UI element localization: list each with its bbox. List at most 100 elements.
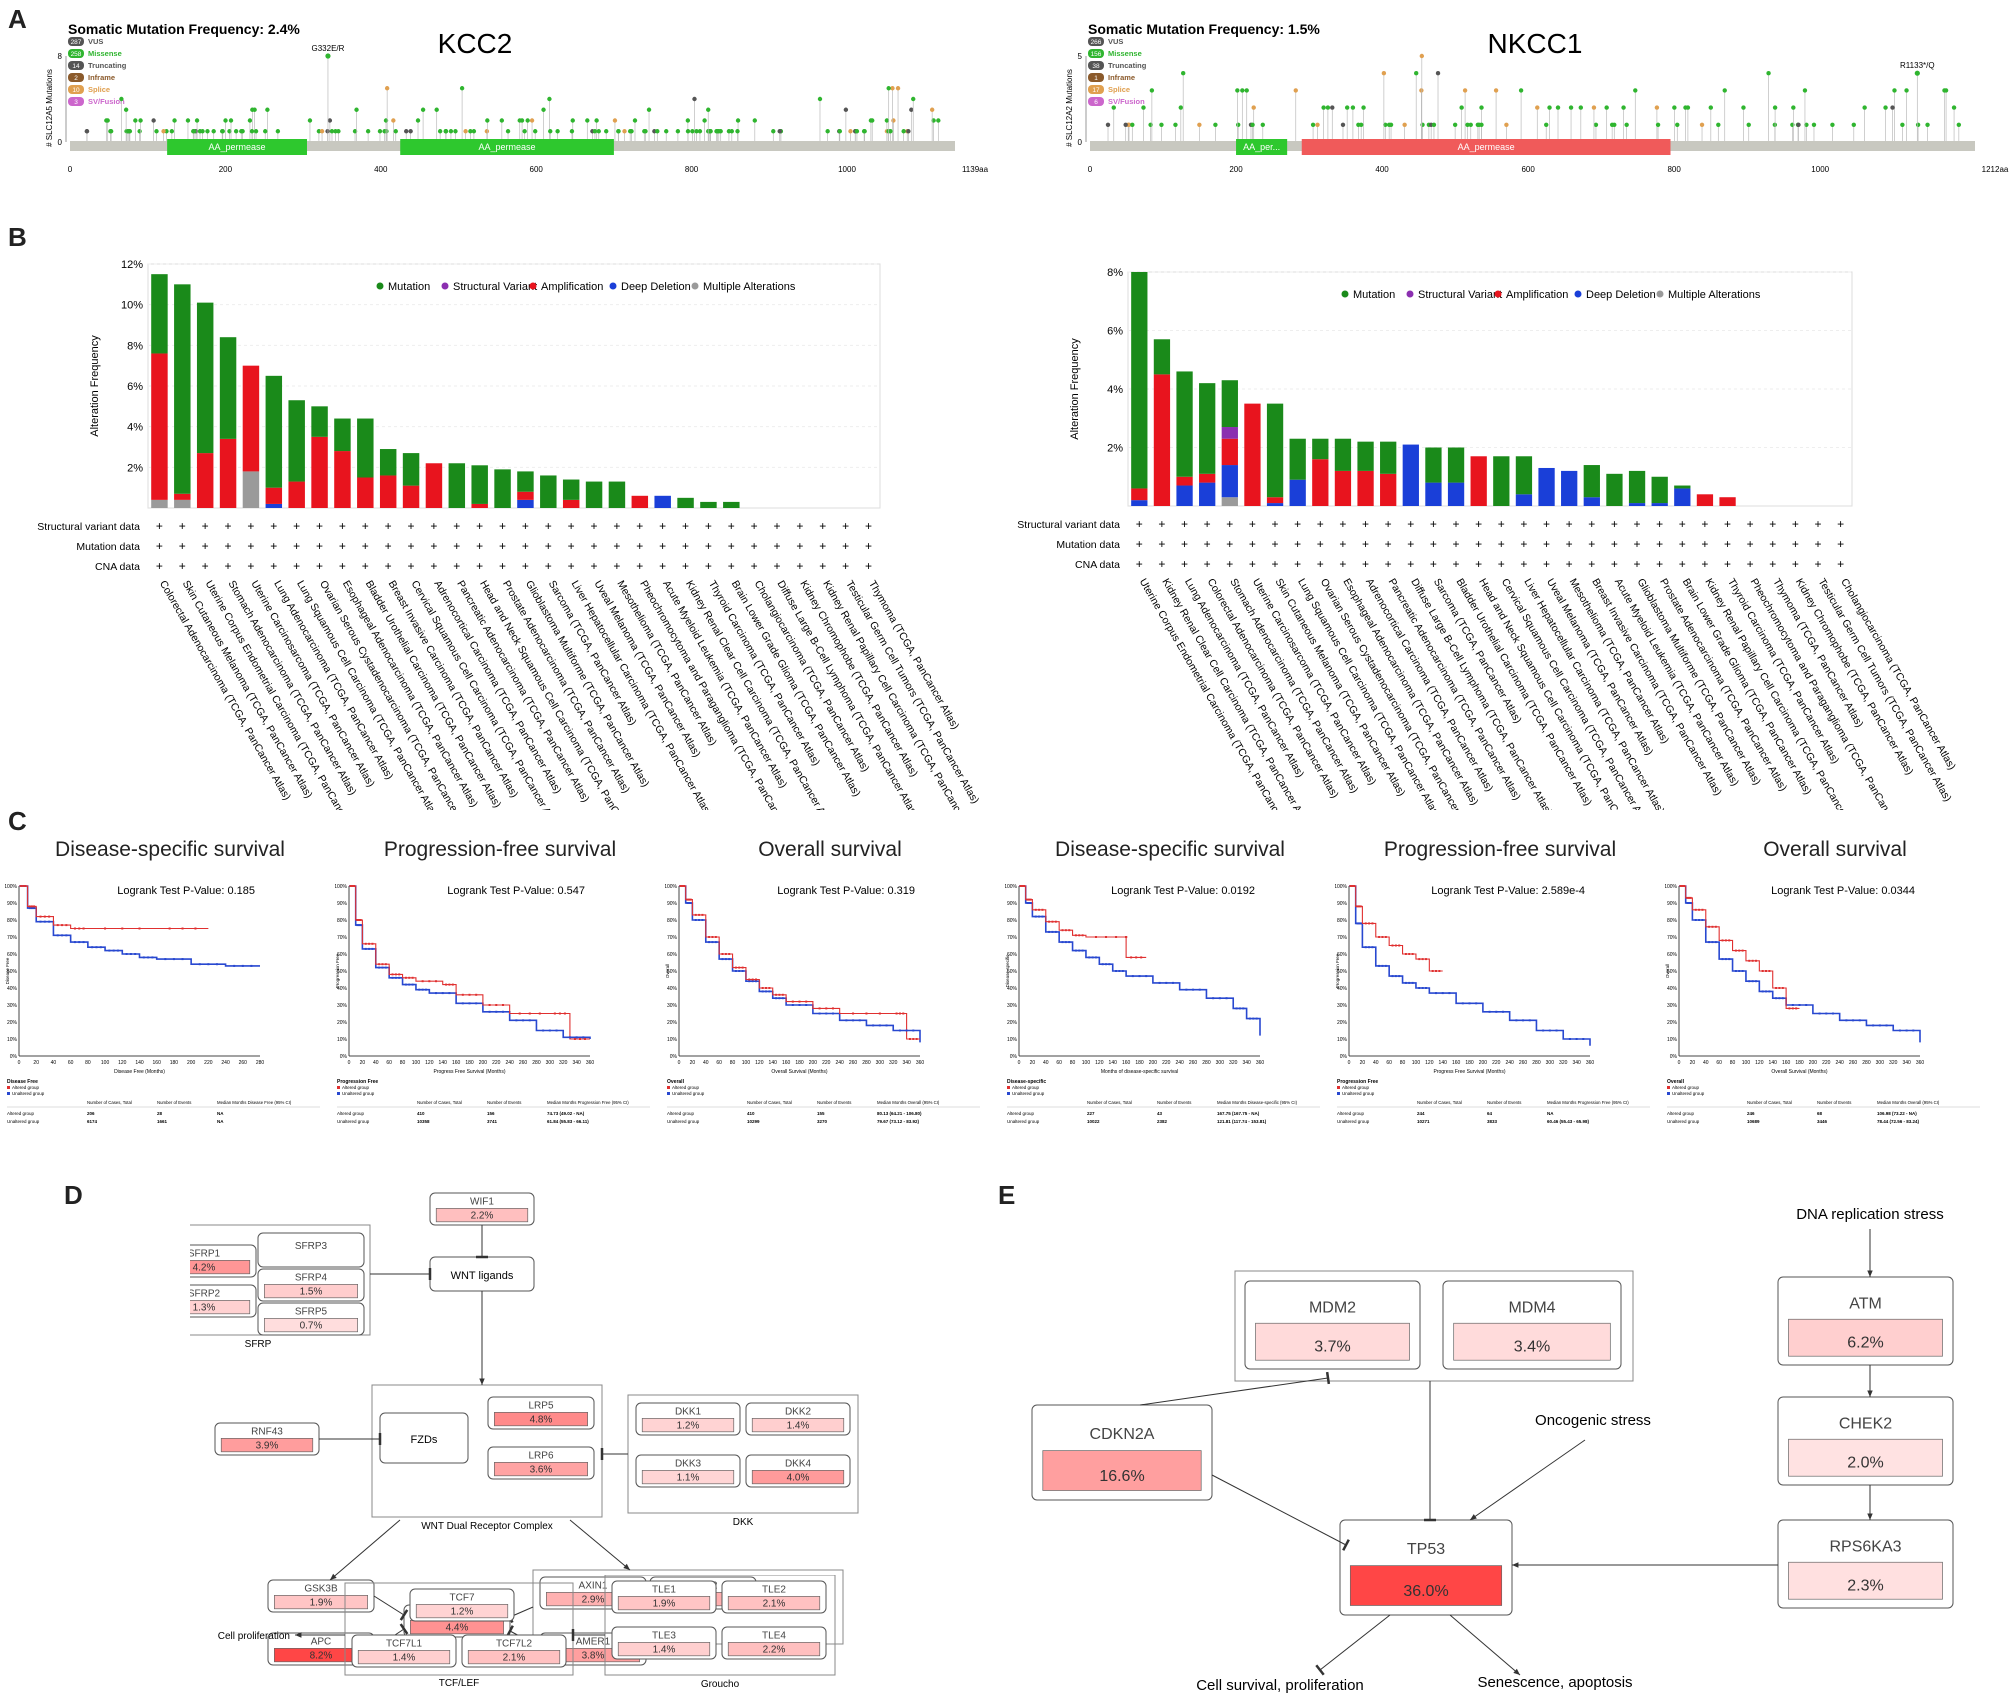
lollipop-head bbox=[1240, 88, 1245, 93]
row-symbol: + bbox=[362, 519, 369, 533]
legend-label: Multiple Alterations bbox=[1668, 289, 1761, 301]
alteration-cell bbox=[617, 1642, 711, 1657]
lollipop-head bbox=[1386, 122, 1392, 128]
y-tick-label: 100% bbox=[335, 884, 348, 890]
row-symbol: + bbox=[1204, 557, 1211, 571]
legend-altered: Altered group bbox=[672, 1085, 700, 1090]
lollipop-head bbox=[675, 129, 681, 134]
y-tick-label: 20% bbox=[667, 1020, 678, 1026]
censor-mark bbox=[679, 885, 682, 887]
x-tick-label: 280 bbox=[532, 1060, 541, 1066]
alteration-cell bbox=[357, 1650, 451, 1665]
censor-mark bbox=[515, 1019, 518, 1022]
censor-mark bbox=[1805, 1004, 1808, 1006]
gene-name: AMER1 bbox=[576, 1637, 611, 1648]
legend-label: Splice bbox=[88, 85, 110, 94]
bar-segment bbox=[311, 406, 328, 437]
bar-segment bbox=[1153, 374, 1171, 506]
x-tick-label: 1000 bbox=[838, 165, 856, 174]
lollipop-head bbox=[1126, 122, 1132, 128]
y-tick-label: 90% bbox=[7, 901, 18, 907]
row-symbol: + bbox=[659, 559, 666, 573]
row-symbol: + bbox=[613, 539, 620, 553]
row-symbol: + bbox=[1430, 517, 1437, 531]
censor-mark bbox=[448, 983, 451, 986]
censor-mark bbox=[1688, 902, 1691, 904]
censor-mark bbox=[475, 993, 478, 996]
lollipop-head bbox=[1699, 122, 1705, 128]
censor-mark bbox=[488, 1004, 491, 1006]
table-cell: 10271 bbox=[1417, 1119, 1430, 1124]
bar-segment bbox=[723, 501, 740, 508]
alteration-cell bbox=[435, 1208, 529, 1223]
censor-mark bbox=[428, 980, 431, 983]
alteration-cell bbox=[751, 1470, 845, 1485]
lollipop-head bbox=[1716, 122, 1721, 128]
alteration-cell bbox=[190, 1260, 251, 1275]
table-header: Number of Cases, Total bbox=[747, 1100, 792, 1105]
alteration-cell bbox=[494, 1462, 588, 1477]
y-tick-label: 30% bbox=[7, 1003, 18, 1009]
lollipop-head bbox=[1675, 122, 1680, 128]
censor-mark bbox=[394, 976, 397, 979]
censor-mark bbox=[24, 885, 27, 887]
y-tick-label: 90% bbox=[667, 901, 678, 907]
censor-mark bbox=[558, 1012, 561, 1015]
legend-count: 287 bbox=[71, 39, 82, 46]
survival-title: Disease-specific survival bbox=[55, 838, 285, 861]
lollipop-head bbox=[1381, 71, 1387, 76]
table-cell: Unaltered group bbox=[1337, 1119, 1370, 1124]
row-label: CNA data bbox=[95, 561, 140, 573]
row-symbol: + bbox=[1204, 517, 1211, 531]
lollipop-head bbox=[868, 118, 874, 123]
x-tick-label: 100 bbox=[101, 1060, 110, 1066]
lollipop-head bbox=[484, 129, 490, 134]
row-symbol: + bbox=[339, 519, 346, 533]
row-symbol: + bbox=[705, 519, 712, 533]
censor-mark bbox=[754, 980, 757, 983]
bar-segment bbox=[1153, 339, 1171, 375]
alteration-pct: 1.9% bbox=[653, 1599, 676, 1610]
alteration-pct: 2.3% bbox=[1847, 1577, 1883, 1594]
row-symbol: + bbox=[1747, 517, 1754, 531]
row-symbol: + bbox=[751, 519, 758, 533]
row-symbol: + bbox=[1656, 537, 1663, 551]
censor-mark bbox=[1418, 958, 1421, 961]
y-tick-label: 50% bbox=[1667, 969, 1678, 975]
alteration-pct: 1.2% bbox=[677, 1421, 700, 1432]
lollipop-head bbox=[714, 129, 719, 134]
row-symbol: + bbox=[225, 559, 232, 573]
x-tick-label: 0 bbox=[348, 1060, 351, 1066]
row-symbol: + bbox=[453, 519, 460, 533]
y-tick-label: 10% bbox=[1337, 1037, 1348, 1043]
x-tick-label: 140 bbox=[769, 1060, 778, 1066]
censor-mark bbox=[1858, 1019, 1861, 1022]
censor-mark bbox=[108, 949, 111, 952]
x-tick-label: 60 bbox=[1386, 1060, 1392, 1066]
censor-mark bbox=[172, 958, 175, 961]
censor-mark bbox=[1912, 1029, 1915, 1032]
lollipop-head bbox=[253, 129, 259, 134]
y-tick-label: 10% bbox=[1667, 1037, 1678, 1043]
row-symbol: + bbox=[819, 539, 826, 553]
table-header: Number of Cases, Total bbox=[1747, 1100, 1792, 1105]
row-symbol: + bbox=[545, 519, 552, 533]
censor-mark bbox=[1404, 981, 1407, 984]
lollipop-head bbox=[1851, 122, 1856, 128]
row-symbol: + bbox=[1181, 537, 1188, 551]
legend-altered: Altered group bbox=[1012, 1085, 1040, 1090]
domain-label: AA_permease bbox=[1458, 142, 1515, 152]
lollipop-head bbox=[227, 129, 232, 134]
tcf-lef-label: TCF/LEF bbox=[439, 1678, 480, 1689]
table-header: Number of Cases, Total bbox=[87, 1100, 132, 1105]
x-tick-label: 260 bbox=[1849, 1060, 1858, 1066]
protein-domain bbox=[1301, 139, 1671, 155]
table-cell: 61.84 (55.83 - 66.11) bbox=[547, 1119, 589, 1124]
lollipop-head bbox=[393, 129, 398, 134]
bar-segment bbox=[151, 274, 168, 354]
censor-mark bbox=[1021, 885, 1024, 887]
bar-segment bbox=[1131, 272, 1148, 489]
y-tick-label: 50% bbox=[337, 969, 348, 975]
censor-mark bbox=[1158, 981, 1161, 984]
y-tick-label: 100% bbox=[1005, 884, 1018, 890]
